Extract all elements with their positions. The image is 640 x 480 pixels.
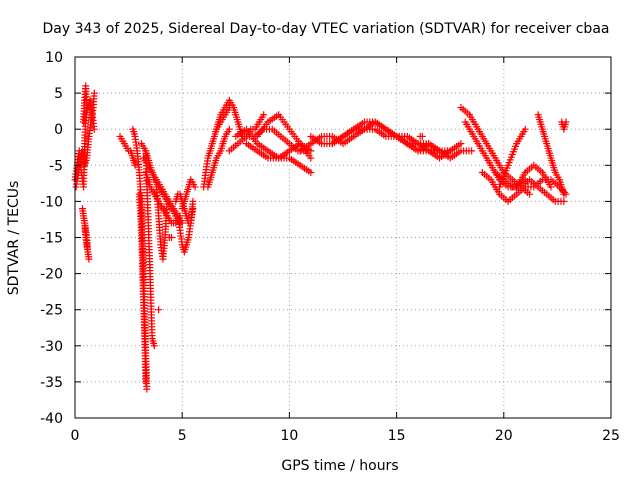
y-tick-label: 10 <box>45 50 63 66</box>
x-tick-label: 15 <box>388 428 406 444</box>
data-point <box>521 125 529 133</box>
data-point <box>131 161 139 169</box>
series-sat-d <box>81 219 93 263</box>
data-point <box>85 255 93 263</box>
series-sat-s <box>200 104 233 191</box>
data-point <box>150 342 158 350</box>
data-point <box>418 132 426 140</box>
data-point <box>90 125 98 133</box>
y-tick-label: -35 <box>40 375 63 391</box>
series-sat-e <box>80 82 91 126</box>
series-sat-ai <box>496 125 529 191</box>
series-sat-ab <box>328 118 465 155</box>
data-point <box>560 197 568 205</box>
y-tick-label: -25 <box>40 303 63 319</box>
series-sat-ad <box>416 132 426 140</box>
data-point <box>178 219 186 227</box>
y-tick-label: 5 <box>54 86 63 102</box>
data-point <box>189 197 197 205</box>
data-point <box>562 118 570 126</box>
data-point <box>468 147 476 155</box>
data-point <box>142 378 150 386</box>
grid <box>75 57 611 418</box>
series-sat-ag <box>491 169 568 205</box>
chart-title: Day 343 of 2025, Sidereal Day-to-day VTE… <box>43 21 610 37</box>
series-sat-y <box>253 111 315 162</box>
series-sat-o <box>165 234 175 241</box>
y-tick-label: 0 <box>54 122 63 138</box>
data-point <box>143 385 151 393</box>
data-point <box>457 140 465 148</box>
series-sat-r <box>178 176 199 213</box>
y-axis-label: SDTVAR / TECUs <box>6 181 22 296</box>
y-tick-label: -30 <box>40 339 63 355</box>
data-point <box>163 197 171 205</box>
y-tick-label: -40 <box>40 411 63 427</box>
data-point <box>560 190 568 198</box>
x-tick-label: 5 <box>178 428 187 444</box>
series-sat-aj <box>513 161 555 191</box>
data-point <box>547 183 555 191</box>
y-tick-label: -20 <box>40 267 63 283</box>
series-sat-ac <box>403 140 476 162</box>
series-sat-q <box>174 205 197 256</box>
y-tick-label: -10 <box>40 194 63 210</box>
x-tick-label: 10 <box>280 428 298 444</box>
data-point <box>191 183 199 191</box>
y-axis: 10 5 0 -5 -10 -15 -20 -25 -30 -35 -40 <box>40 50 611 427</box>
x-axis-label: GPS time / hours <box>281 458 398 474</box>
data-point <box>83 104 91 112</box>
series-sat-h <box>135 190 150 386</box>
data-point <box>260 111 268 119</box>
x-tick-label: 25 <box>602 428 620 444</box>
series-sat-n <box>155 306 163 314</box>
series-sat-f <box>116 132 139 169</box>
series-sat-al <box>558 118 570 133</box>
data-point <box>225 125 233 133</box>
x-tick-label: 20 <box>495 428 513 444</box>
data-point <box>307 154 315 162</box>
data-point <box>307 169 315 177</box>
series-sat-ak <box>534 111 568 198</box>
x-axis: 0 5 10 15 20 25 <box>71 57 620 444</box>
data-point <box>90 89 98 97</box>
series-sat-m <box>152 183 171 263</box>
data-point <box>155 306 163 314</box>
y-tick-label: -15 <box>40 231 63 247</box>
data-point <box>167 234 175 241</box>
x-tick-label: 0 <box>71 428 80 444</box>
data-point <box>526 190 534 198</box>
y-tick-label: -5 <box>49 158 63 174</box>
data-point <box>189 205 197 213</box>
series-sat-t <box>204 125 233 191</box>
series-sat-b <box>72 89 98 191</box>
data-points <box>71 82 570 393</box>
